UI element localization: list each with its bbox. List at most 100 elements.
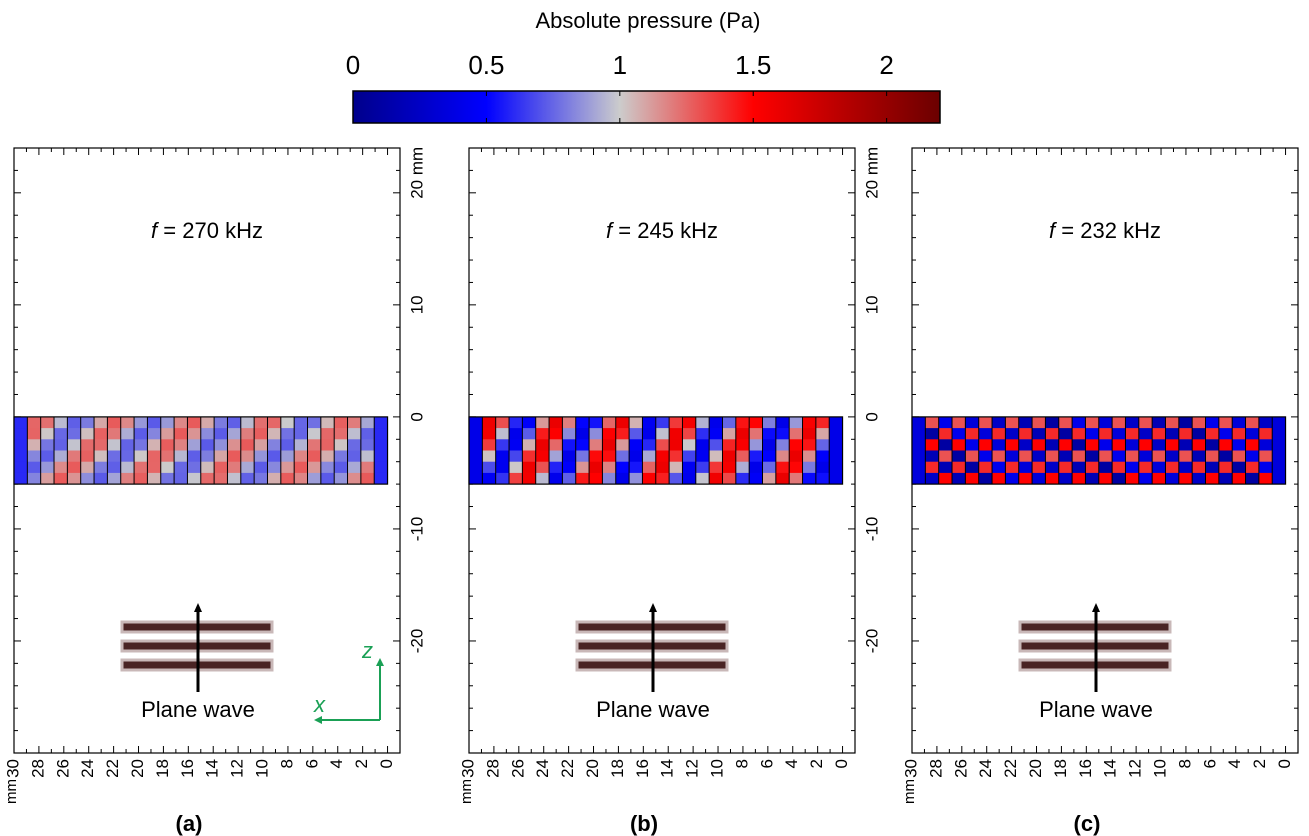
field-cell	[160, 428, 175, 440]
field-cell	[107, 439, 122, 451]
z-tick-label: 10	[1305, 295, 1309, 314]
field-cell	[682, 450, 697, 463]
wave-arrow-head	[194, 603, 202, 612]
field-cell	[14, 450, 28, 463]
field-cell	[347, 461, 362, 474]
field-cell	[1205, 472, 1220, 485]
field-cell	[374, 416, 388, 429]
field-outline	[911, 416, 1287, 485]
x-tick-label: 14	[203, 759, 222, 778]
field-cell	[642, 416, 657, 429]
field-cell	[254, 416, 268, 429]
field-cell	[1058, 461, 1073, 474]
field-cell	[629, 428, 643, 440]
field-cell	[67, 439, 82, 451]
x-tick-label: 4	[782, 759, 801, 768]
field-cell	[187, 439, 202, 451]
field-cell	[965, 472, 980, 485]
field-cell	[1112, 439, 1126, 451]
field-cell	[602, 439, 617, 451]
field-cell	[1085, 472, 1100, 485]
plane-wave-label: Plane wave	[141, 697, 255, 722]
field-cell	[1112, 472, 1126, 485]
field-cell	[120, 428, 135, 440]
field-cell	[267, 439, 282, 451]
x-unit-label: mm	[458, 779, 475, 804]
field-cell	[200, 439, 215, 451]
field-cell	[722, 428, 737, 440]
field-cell	[549, 450, 563, 463]
field-cell	[509, 416, 523, 429]
x-tick-label: 24	[533, 759, 552, 778]
field-cell	[575, 461, 590, 474]
field-cell	[789, 450, 803, 463]
x-tick-label: 20	[583, 759, 602, 778]
field-cell	[67, 472, 82, 485]
field-cell	[978, 450, 993, 463]
x-tick-label: 18	[153, 759, 172, 778]
x-unit-label: mm	[3, 779, 20, 804]
colorbar-gradient	[352, 90, 941, 124]
field-cell	[1112, 450, 1126, 463]
x-tick-label: 6	[757, 759, 776, 768]
z-tick-label: -10	[862, 517, 881, 542]
field-cell	[1152, 450, 1166, 463]
field-cell	[1178, 461, 1193, 474]
field-cell	[1245, 416, 1260, 429]
field-cell	[482, 461, 497, 474]
field-cell	[187, 428, 202, 440]
pressure-field	[13, 416, 389, 485]
field-cell	[682, 416, 697, 429]
field-cell	[695, 416, 710, 429]
field-cell	[482, 416, 497, 429]
field-cell	[549, 428, 563, 440]
field-cell	[1218, 450, 1233, 463]
field-cell	[655, 450, 670, 463]
field-cell	[254, 472, 268, 485]
field-cell	[1165, 450, 1180, 463]
field-cell	[1272, 450, 1286, 463]
field-cell	[1085, 439, 1100, 451]
field-cell	[925, 450, 940, 463]
field-cell	[1152, 472, 1166, 485]
field-cell	[642, 472, 657, 485]
field-cell	[815, 450, 830, 463]
x-tick-label: 22	[1001, 759, 1020, 778]
field-cell	[1272, 416, 1286, 429]
field-cell	[1258, 428, 1273, 440]
field-cell	[629, 472, 643, 485]
x-axis-arrow-head	[314, 716, 322, 724]
field-cell	[912, 428, 926, 440]
field-cell	[642, 428, 657, 440]
field-cell	[735, 461, 750, 474]
field-cell	[1112, 461, 1126, 474]
x-tick-label: 16	[178, 759, 197, 778]
field-cell	[1205, 416, 1220, 429]
field-cell	[1192, 450, 1206, 463]
field-cell	[1098, 416, 1113, 429]
field-cell	[27, 450, 42, 463]
field-cell	[925, 472, 940, 485]
x-tick-label: 2	[807, 759, 826, 768]
field-cell	[254, 439, 268, 451]
field-cell	[629, 450, 643, 463]
field-cell	[965, 450, 980, 463]
field-cell	[1018, 450, 1033, 463]
field-cell	[187, 472, 202, 485]
field-cell	[1058, 472, 1073, 485]
field-cell	[120, 472, 135, 485]
field-cell	[1045, 472, 1060, 485]
field-cell	[160, 472, 175, 485]
field-cell	[749, 472, 763, 485]
field-cell	[1018, 416, 1033, 429]
x-tick-label: 12	[1126, 759, 1145, 778]
field-cell	[562, 428, 577, 440]
field-cell	[1058, 428, 1073, 440]
x-tick-label: 12	[683, 759, 702, 778]
field-cell	[294, 461, 308, 474]
x-tick-label: 24	[976, 759, 995, 778]
field-cell	[965, 428, 980, 440]
field-cell	[134, 472, 148, 485]
field-cell	[938, 428, 953, 440]
field-cell	[938, 439, 953, 451]
